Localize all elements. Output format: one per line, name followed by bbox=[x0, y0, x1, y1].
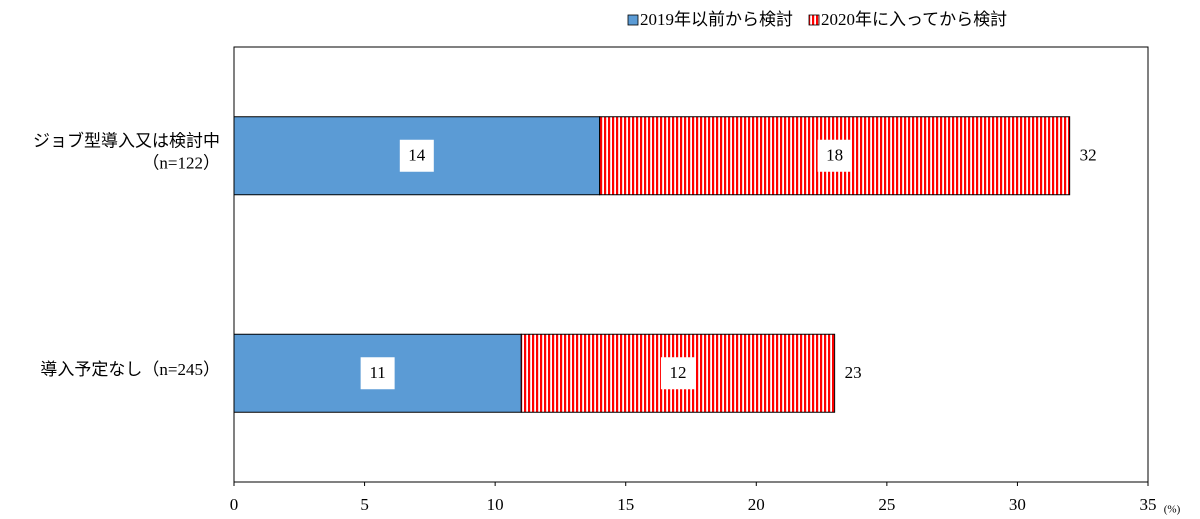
x-unit: (%) bbox=[1164, 504, 1181, 516]
x-tick-label: 30 bbox=[1009, 495, 1026, 514]
x-tick-label: 0 bbox=[230, 495, 239, 514]
x-tick-label: 35 bbox=[1140, 495, 1157, 514]
value-label-box bbox=[660, 357, 695, 390]
x-tick-label: 5 bbox=[360, 495, 369, 514]
legend-label: 2020年に入ってから検討 bbox=[821, 10, 1007, 29]
y-tick-label: （n=122） bbox=[142, 154, 220, 173]
x-tick-label: 15 bbox=[617, 495, 634, 514]
legend-label: 2019年以前から検討 bbox=[640, 10, 793, 29]
legend-swatch bbox=[627, 14, 639, 26]
value-label-box bbox=[360, 357, 395, 390]
y-tick-label: 導入予定なし（n=245） bbox=[40, 360, 220, 379]
legend-swatch bbox=[808, 14, 820, 26]
plot-area bbox=[233, 46, 1149, 483]
x-tick-label: 25 bbox=[878, 495, 895, 514]
y-tick-label: ジョブ型導入又は検討中 bbox=[33, 131, 220, 151]
value-label: 18 bbox=[826, 146, 843, 165]
value-label: 14 bbox=[408, 146, 426, 165]
x-tick-label: 10 bbox=[487, 495, 504, 514]
total-label: 32 bbox=[1080, 146, 1097, 165]
value-label-box bbox=[817, 139, 852, 172]
value-label: 11 bbox=[369, 363, 385, 382]
value-label: 12 bbox=[669, 363, 686, 382]
total-label: 23 bbox=[845, 363, 862, 382]
x-tick-label: 20 bbox=[748, 495, 765, 514]
value-label-box bbox=[399, 139, 434, 172]
